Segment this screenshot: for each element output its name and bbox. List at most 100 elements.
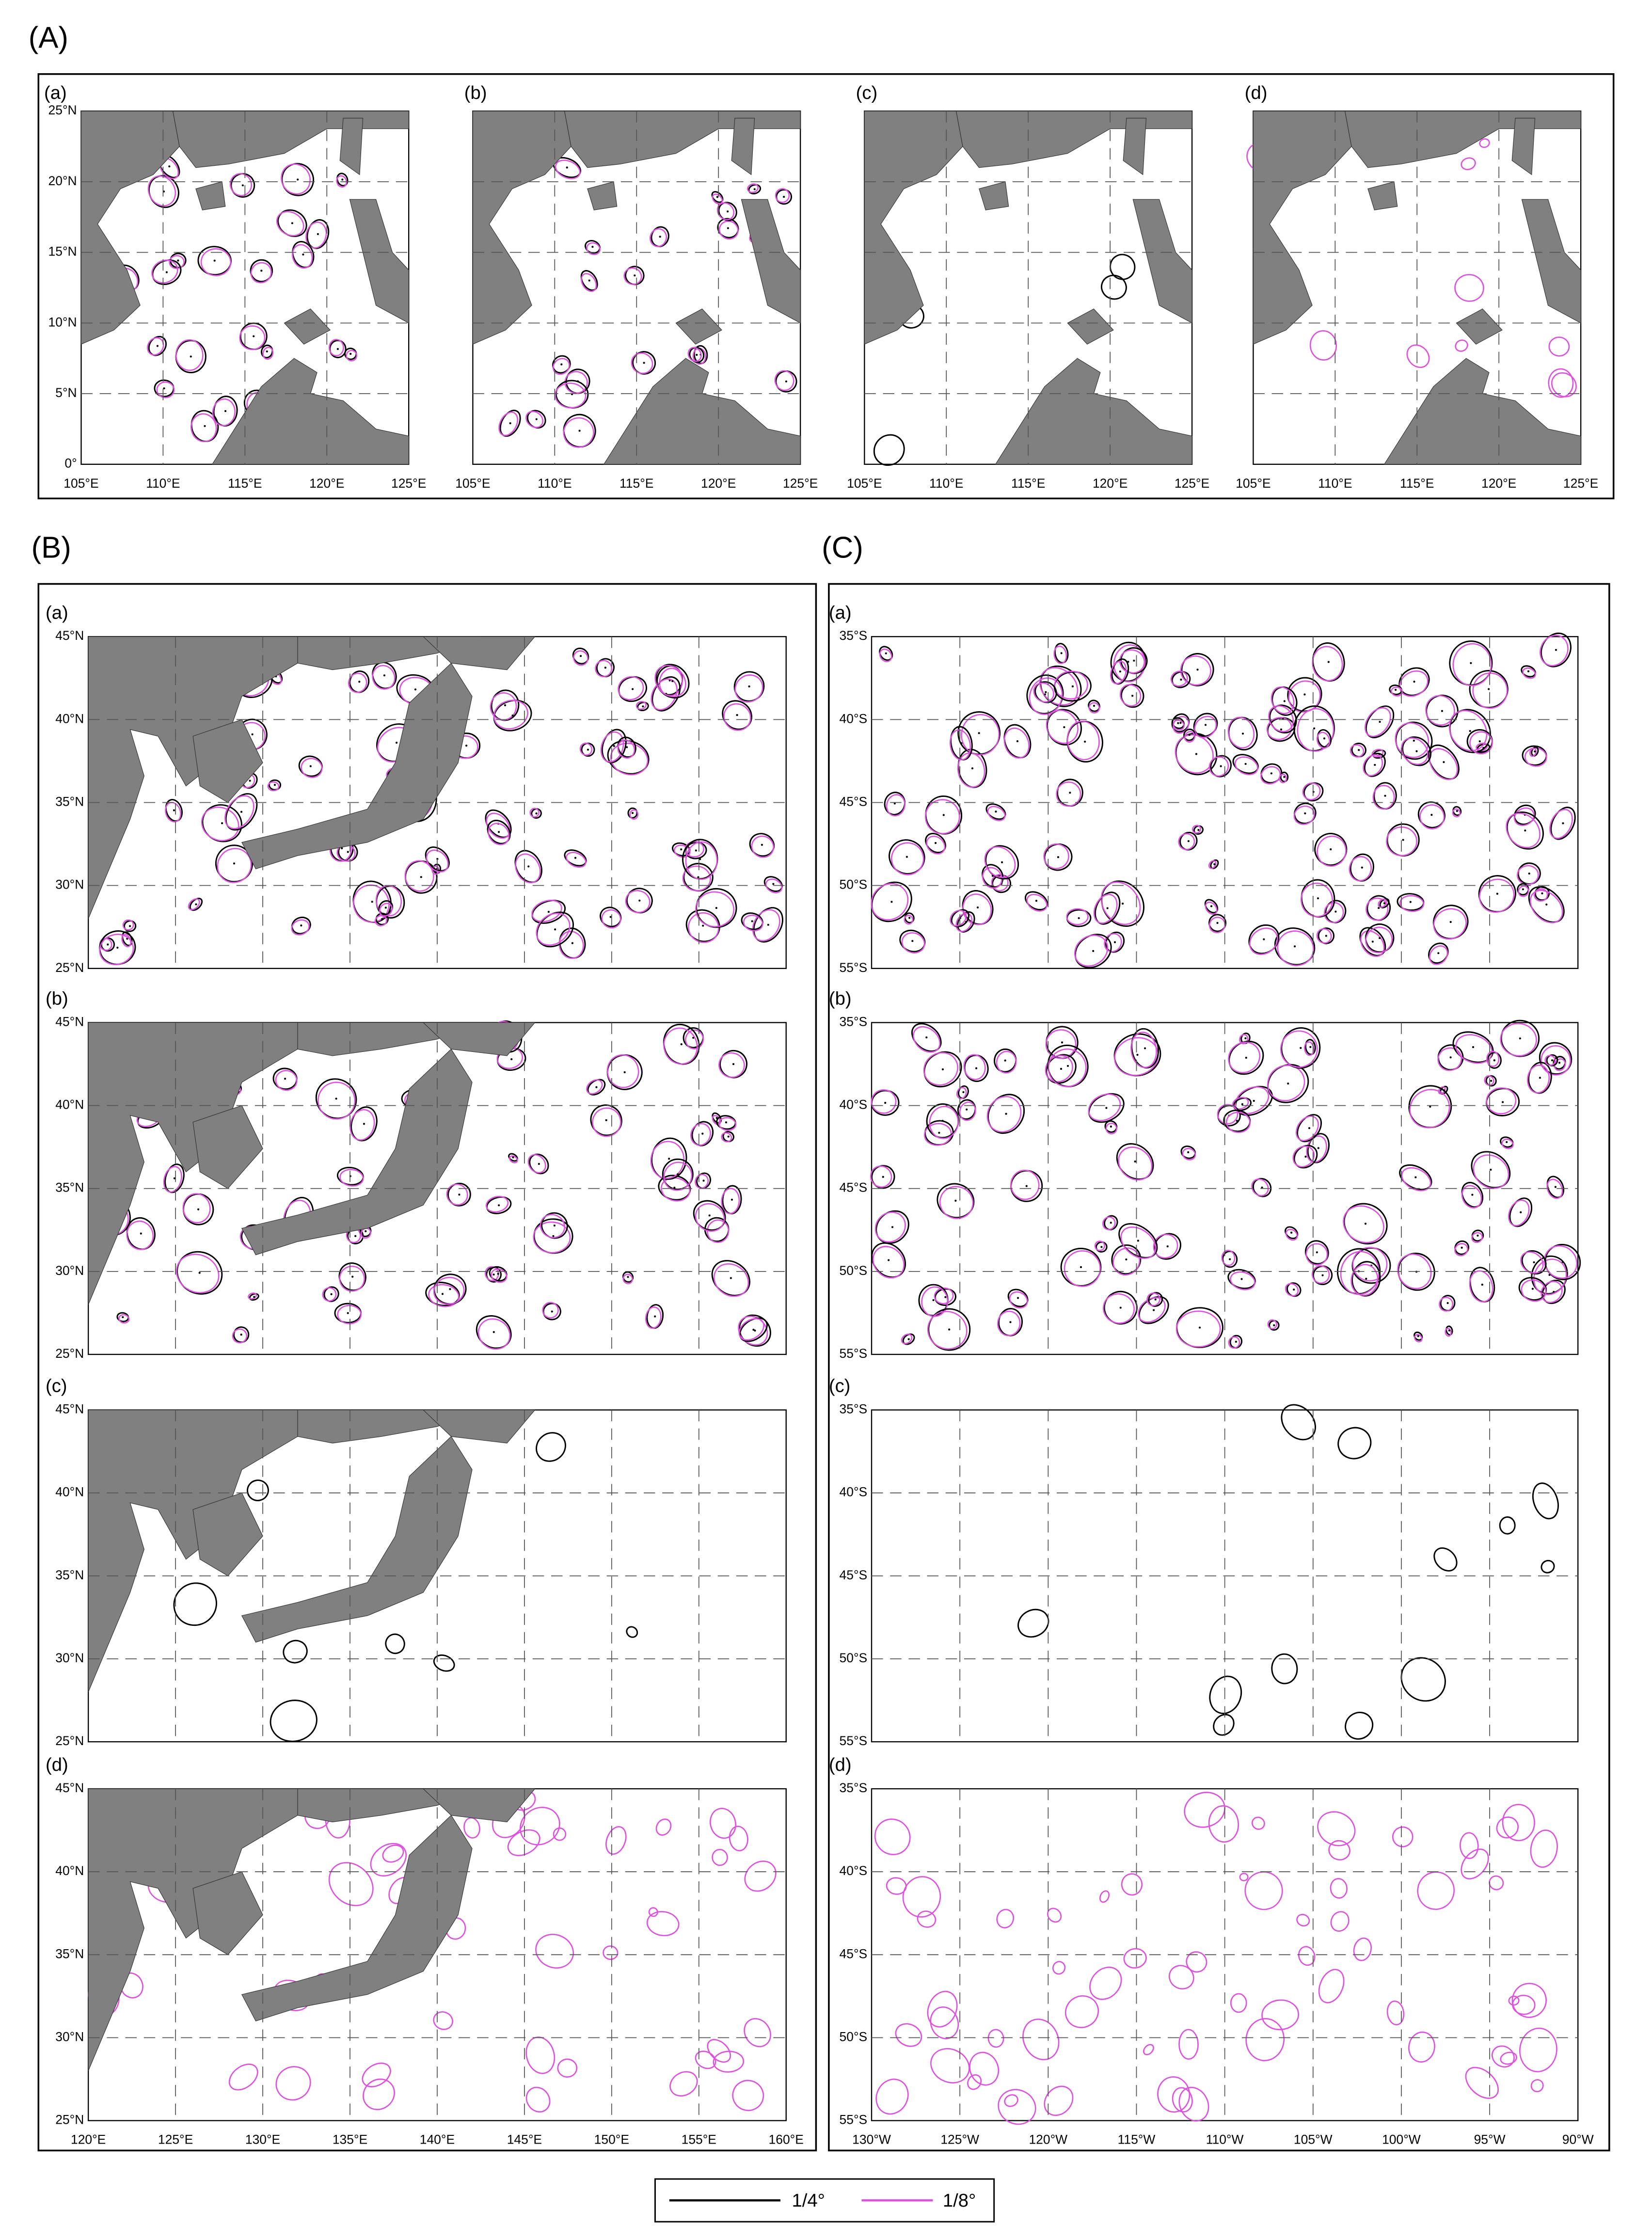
land bbox=[1511, 118, 1536, 175]
eddy-eighth bbox=[895, 2023, 922, 2047]
eddy-center bbox=[233, 862, 236, 865]
lon-tick-label: 105°E bbox=[455, 476, 490, 491]
subpanel-label: (a) bbox=[44, 82, 67, 103]
eddy-eighth bbox=[175, 1254, 220, 1294]
eddy-eighth bbox=[248, 1292, 257, 1300]
eddy-eighth bbox=[337, 1304, 362, 1324]
eddy-eighth bbox=[1500, 1023, 1537, 1057]
eddy-center bbox=[1017, 1297, 1019, 1299]
eddy-center bbox=[107, 943, 109, 946]
eddy-eighth bbox=[712, 193, 723, 205]
land bbox=[339, 118, 364, 175]
eddy-eighth bbox=[509, 1155, 518, 1163]
eddy-center bbox=[335, 1097, 337, 1100]
eddy-center bbox=[253, 335, 255, 337]
eddy-center bbox=[538, 1163, 540, 1165]
eddy-eighth bbox=[1217, 1104, 1239, 1125]
eddy-quarter bbox=[873, 434, 905, 466]
eddy-eighth bbox=[328, 339, 344, 357]
eddy-center bbox=[1533, 1261, 1535, 1264]
eddy-eighth bbox=[1228, 1336, 1240, 1349]
eddy-eighth bbox=[372, 665, 396, 690]
eddy-eighth bbox=[1103, 1293, 1135, 1324]
eddy-eighth bbox=[1500, 2051, 1517, 2065]
land bbox=[284, 308, 331, 345]
eddy-center bbox=[1154, 1298, 1157, 1301]
lon-tick-label: 155°E bbox=[682, 2132, 716, 2147]
lat-tick-label: 40°S bbox=[840, 1863, 868, 1878]
eddy-center bbox=[911, 940, 914, 942]
subpanel-label: (b) bbox=[464, 82, 487, 103]
eddy-eighth bbox=[635, 700, 647, 710]
eddy-center bbox=[1119, 1306, 1122, 1309]
eddy-center bbox=[893, 802, 896, 805]
eddy-eighth bbox=[950, 909, 967, 927]
subpanel-label: (d) bbox=[1245, 82, 1268, 103]
eddy-eighth bbox=[709, 1808, 736, 1839]
lon-tick-label: 90°W bbox=[1562, 2132, 1594, 2147]
eddy-center bbox=[578, 429, 581, 432]
eddy-eighth bbox=[1009, 1291, 1028, 1309]
eddy-quarter bbox=[1433, 1547, 1458, 1572]
eddy-center bbox=[785, 380, 787, 382]
eddy-center bbox=[696, 354, 698, 356]
eddy-eighth bbox=[984, 846, 1016, 878]
eddy-center bbox=[347, 1312, 349, 1314]
eddy-eighth bbox=[695, 2051, 716, 2069]
eddy-center bbox=[1229, 1258, 1231, 1260]
eddy-eighth bbox=[525, 411, 544, 428]
eddy-eighth bbox=[163, 1166, 182, 1193]
lat-tick-label: 25°N bbox=[55, 1346, 84, 1361]
eddy-center bbox=[767, 923, 769, 926]
eddies bbox=[173, 1432, 638, 1742]
eddy-center bbox=[1364, 1223, 1367, 1225]
eddy-eighth bbox=[527, 1154, 546, 1174]
subpanel-label: (c) bbox=[829, 1376, 851, 1397]
eddy-eighth bbox=[175, 339, 204, 371]
eddy-eighth bbox=[751, 835, 775, 858]
eddy-center bbox=[1551, 1059, 1554, 1062]
eddy-center bbox=[224, 410, 227, 413]
lon-tick-label: 130°E bbox=[245, 2132, 280, 2147]
eddy-center bbox=[363, 1123, 365, 1125]
eddy-center bbox=[1131, 695, 1134, 697]
eddy-center bbox=[1304, 1156, 1307, 1158]
eddy-eighth bbox=[212, 398, 236, 427]
eddy-center bbox=[1334, 910, 1337, 913]
eddy-eighth bbox=[1461, 1848, 1489, 1879]
lon-tick-label: 115°E bbox=[620, 476, 653, 491]
eddy-eighth bbox=[1519, 2027, 1557, 2072]
eddy-center bbox=[891, 1226, 894, 1228]
eddy-eighth bbox=[721, 1132, 732, 1143]
eddy-center bbox=[1166, 1245, 1169, 1248]
eddy-center bbox=[1060, 652, 1063, 654]
eddy-center bbox=[680, 848, 683, 851]
eddy-eighth bbox=[685, 1029, 704, 1049]
eddy-eighth bbox=[1043, 843, 1069, 870]
eddy-center bbox=[1244, 763, 1247, 765]
eddy-eighth bbox=[1378, 898, 1387, 908]
eddy-center bbox=[587, 748, 589, 751]
eddy-eighth bbox=[1175, 734, 1214, 774]
eddy-eighth bbox=[301, 758, 323, 778]
lat-tick-label: 45°S bbox=[840, 1180, 868, 1195]
eddy-eighth bbox=[267, 781, 280, 792]
eddy-eighth bbox=[1330, 1911, 1350, 1932]
eddy-center bbox=[1009, 1321, 1012, 1323]
eddy-center bbox=[1414, 1176, 1417, 1178]
eddy-eighth bbox=[188, 898, 200, 910]
eddy-center bbox=[1449, 921, 1452, 923]
eddy-eighth bbox=[1328, 1840, 1350, 1860]
eddy-eighth bbox=[1022, 2019, 1060, 2061]
eddy-eighth bbox=[1352, 1247, 1388, 1282]
eddy-center bbox=[966, 1108, 968, 1111]
eddy-eighth bbox=[581, 273, 597, 292]
eddy-eighth bbox=[250, 262, 272, 284]
eddy-center bbox=[1071, 685, 1074, 688]
eddy-eighth bbox=[1540, 635, 1569, 667]
eddy-eighth bbox=[743, 914, 763, 932]
eddy-eighth bbox=[729, 1826, 748, 1852]
lon-tick-label: 120°E bbox=[701, 476, 736, 491]
eddy-eighth bbox=[718, 1052, 745, 1078]
eddy-eighth bbox=[688, 912, 719, 943]
